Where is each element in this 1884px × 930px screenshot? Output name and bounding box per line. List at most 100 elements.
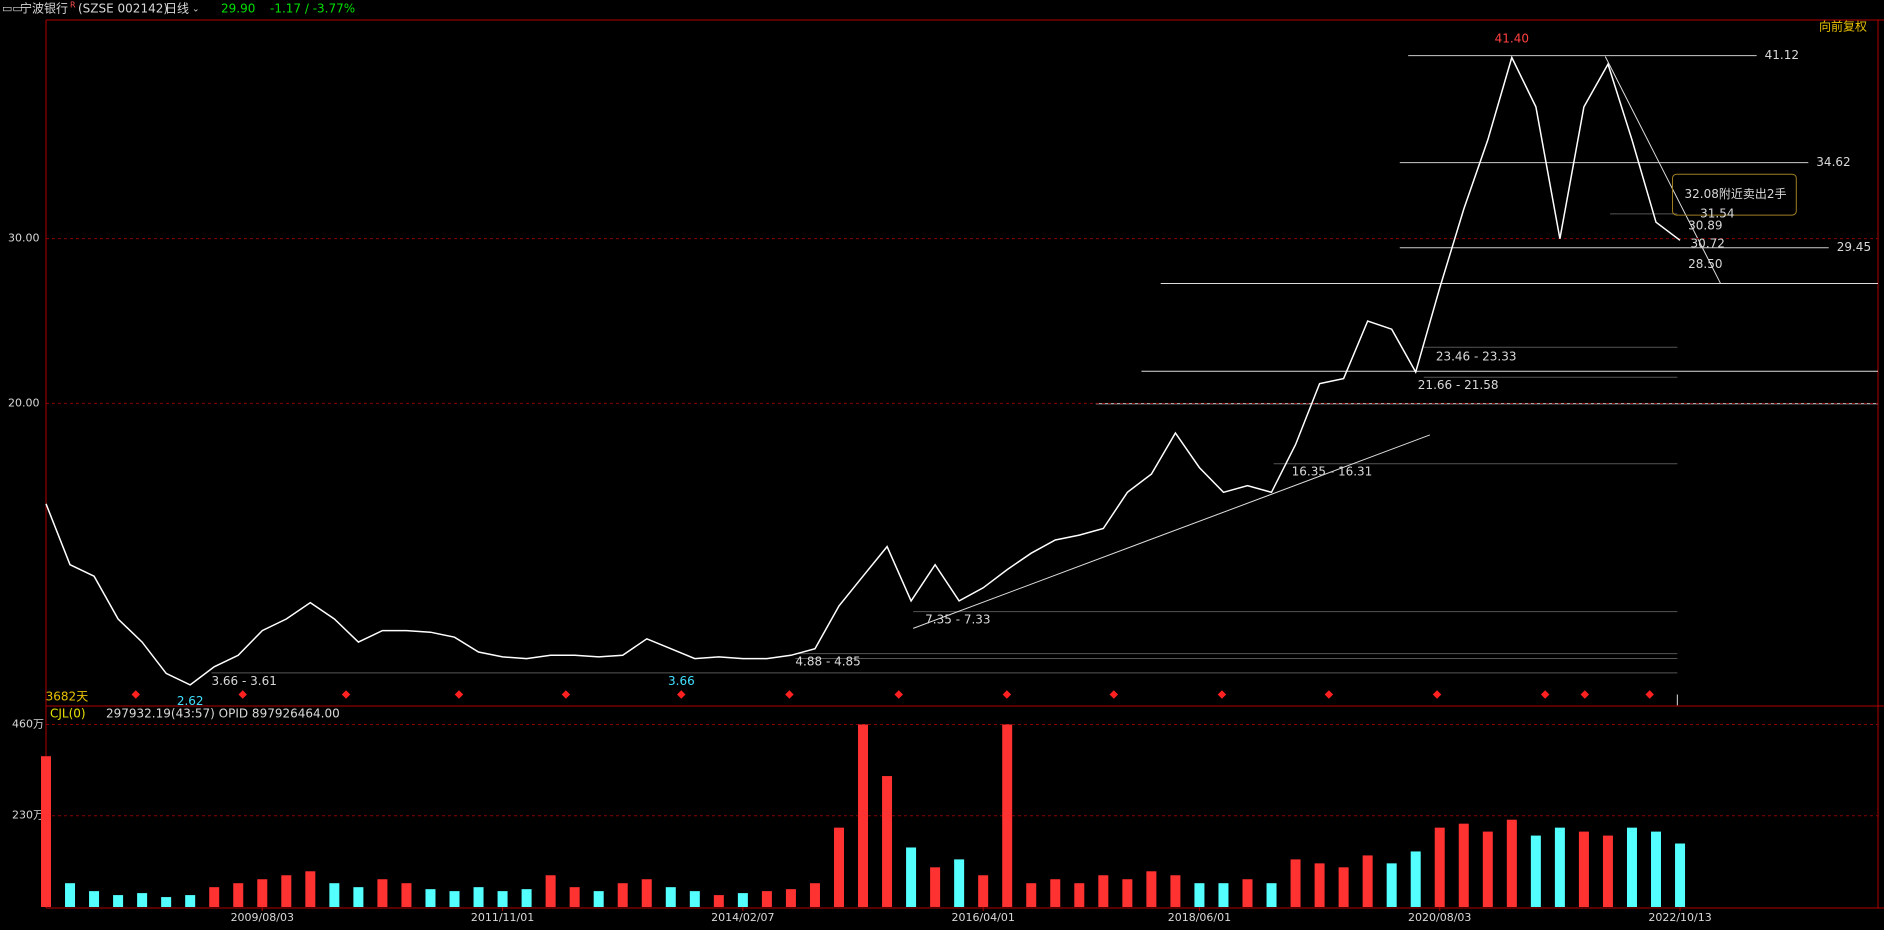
high-label: 41.40 bbox=[1495, 31, 1529, 45]
volume-bar bbox=[521, 889, 532, 907]
volume-bar bbox=[954, 859, 965, 907]
volume-bar bbox=[809, 883, 820, 907]
volume-bar bbox=[329, 883, 340, 907]
annotation: 30.89 bbox=[1688, 218, 1722, 232]
annotation: 4.88 - 4.85 bbox=[795, 655, 860, 669]
volume-bar bbox=[906, 847, 917, 907]
event-marker bbox=[1217, 690, 1227, 699]
adjust-mode[interactable]: 向前复权 bbox=[1819, 19, 1867, 34]
period[interactable]: 日线 bbox=[165, 2, 189, 16]
annotation: 23.46 - 23.33 bbox=[1436, 349, 1517, 363]
volume-bar bbox=[1530, 835, 1541, 907]
price-level-label: 29.45 bbox=[1837, 240, 1871, 254]
volume-bar bbox=[185, 895, 196, 907]
x-tick-label: 2016/04/01 bbox=[951, 911, 1014, 924]
event-marker bbox=[677, 690, 686, 699]
volume-bar bbox=[1386, 863, 1397, 907]
volume-bar bbox=[737, 893, 748, 907]
event-marker bbox=[341, 690, 351, 699]
event-marker bbox=[1432, 690, 1442, 699]
volume-bar bbox=[689, 891, 700, 907]
volume-bar bbox=[1098, 875, 1109, 907]
volume-bar bbox=[1074, 883, 1085, 907]
trend-line bbox=[912, 434, 1430, 629]
period-arrow[interactable]: ⌄ bbox=[192, 5, 200, 15]
volume-bar bbox=[65, 883, 76, 907]
x-tick-label: 2009/08/03 bbox=[231, 911, 294, 924]
volume-bar bbox=[1434, 827, 1445, 907]
menu-icon: ▭▭ bbox=[2, 2, 23, 15]
volume-bar bbox=[1242, 879, 1253, 907]
volume-bar bbox=[1482, 831, 1493, 907]
volume-bar bbox=[1122, 879, 1133, 907]
x-tick-label: 2011/11/01 bbox=[471, 911, 534, 924]
event-marker bbox=[785, 690, 794, 699]
event-marker bbox=[561, 690, 571, 699]
volume-bar bbox=[305, 871, 316, 907]
volume-bar bbox=[1266, 883, 1277, 907]
trend-line bbox=[1604, 56, 1722, 284]
stock-name: 宁波银行 bbox=[20, 1, 68, 16]
event-marker bbox=[1109, 690, 1119, 699]
change: -1.17 / -3.77% bbox=[270, 2, 355, 16]
volume-bar bbox=[1170, 875, 1181, 907]
annotation: 7.35 - 7.33 bbox=[925, 612, 990, 626]
volume-bar bbox=[593, 891, 604, 907]
volume-bar bbox=[882, 776, 893, 907]
event-marker bbox=[894, 690, 903, 699]
price-level-label: 34.62 bbox=[1816, 155, 1850, 169]
volume-bar bbox=[1675, 843, 1686, 907]
volume-bar bbox=[858, 724, 869, 907]
y-tick-label: 460万 bbox=[12, 717, 44, 730]
volume-bar bbox=[1602, 835, 1613, 907]
y-tick-label: 230万 bbox=[12, 809, 44, 822]
volume-bar bbox=[1050, 879, 1061, 907]
volume-bar bbox=[401, 883, 412, 907]
price-level-label: 41.12 bbox=[1765, 48, 1799, 62]
volume-bar bbox=[930, 867, 941, 907]
event-marker bbox=[1645, 690, 1654, 699]
low-label: 2.62 bbox=[177, 694, 204, 708]
volume-bar bbox=[1458, 823, 1469, 907]
event-marker bbox=[1540, 690, 1550, 699]
volume-bar bbox=[353, 887, 364, 907]
volume-bar bbox=[1554, 827, 1565, 907]
volume-bar bbox=[1578, 831, 1589, 907]
volume-bar bbox=[1338, 867, 1349, 907]
annotation: 21.66 - 21.58 bbox=[1418, 378, 1499, 392]
volume-bar bbox=[449, 891, 460, 907]
volume-bar bbox=[1410, 851, 1421, 907]
volume-bar bbox=[281, 875, 292, 907]
event-marker bbox=[1580, 690, 1590, 699]
volume-bar bbox=[1651, 831, 1662, 907]
annotation: 3682天 bbox=[46, 689, 89, 703]
event-marker bbox=[454, 690, 464, 699]
volume-bar bbox=[1218, 883, 1229, 907]
volume-bar bbox=[473, 887, 484, 907]
volume-bar bbox=[1194, 883, 1205, 907]
volume-bar bbox=[1026, 883, 1037, 907]
volume-bar bbox=[713, 895, 724, 907]
volume-bar bbox=[1146, 871, 1157, 907]
annotation: 31.54 bbox=[1700, 206, 1734, 220]
volume-bar bbox=[1362, 855, 1373, 907]
volume-bar bbox=[761, 891, 772, 907]
volume-bar bbox=[377, 879, 388, 907]
volume-bar bbox=[833, 827, 844, 907]
volume-bar bbox=[89, 891, 100, 907]
price-line bbox=[45, 55, 1681, 686]
x-tick-label: 2020/08/03 bbox=[1408, 911, 1471, 924]
volume-bar bbox=[137, 893, 148, 907]
stock-code: (SZSE 002142) bbox=[78, 2, 168, 16]
event-marker bbox=[1324, 690, 1334, 699]
annotation: 3.66 bbox=[668, 674, 695, 688]
volume-bar bbox=[425, 889, 436, 907]
volume-bar bbox=[569, 887, 580, 907]
volume-bar bbox=[113, 895, 124, 907]
volume-bar bbox=[161, 897, 172, 907]
volume-bar bbox=[978, 875, 989, 907]
volume-bar bbox=[1002, 724, 1013, 907]
y-tick-label: 20.00 bbox=[8, 396, 40, 409]
